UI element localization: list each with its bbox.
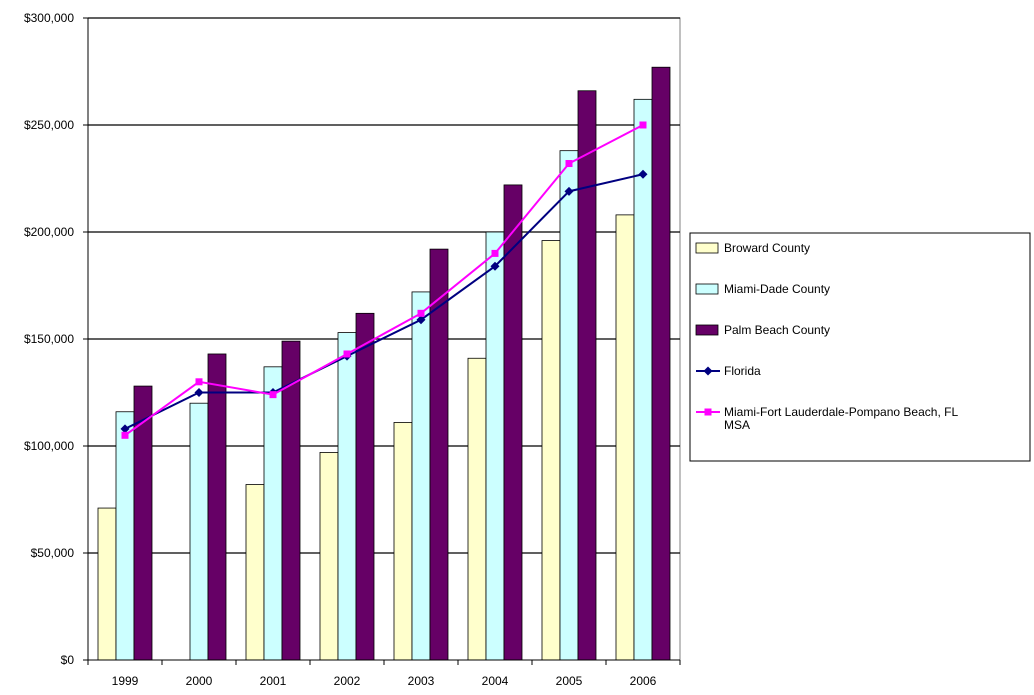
x-tick-label: 2005 xyxy=(556,674,583,688)
line-point xyxy=(565,160,573,168)
y-tick-label: $200,000 xyxy=(24,225,74,239)
bar xyxy=(559,150,579,661)
line-point xyxy=(639,121,647,129)
bar xyxy=(633,98,653,661)
bar xyxy=(115,411,135,661)
x-tick-label: 2000 xyxy=(186,674,213,688)
legend-marker xyxy=(704,408,712,416)
line-point xyxy=(269,391,277,399)
line-point xyxy=(491,249,499,257)
y-tick-label: $150,000 xyxy=(24,332,74,346)
line-point xyxy=(343,350,351,358)
x-tick-label: 2006 xyxy=(630,674,657,688)
bar xyxy=(263,366,283,661)
x-tick-label: 2003 xyxy=(408,674,435,688)
legend-label: Florida xyxy=(724,364,761,378)
bar xyxy=(411,291,431,661)
bars-layer xyxy=(97,66,671,661)
line-point xyxy=(638,169,648,179)
legend-label: Miami-Dade County xyxy=(724,282,830,296)
line-point xyxy=(564,186,574,196)
line-point xyxy=(120,424,130,434)
x-tick-label: 2004 xyxy=(482,674,509,688)
bar xyxy=(393,422,413,661)
y-tick-label: $300,000 xyxy=(24,11,74,25)
y-tick-label: $0 xyxy=(61,653,75,667)
bar xyxy=(97,507,117,661)
bar xyxy=(319,452,339,661)
bar xyxy=(207,353,227,661)
bar xyxy=(337,332,357,661)
y-tick-label: $100,000 xyxy=(24,439,74,453)
x-tick-label: 1999 xyxy=(112,674,139,688)
line-point xyxy=(490,261,500,271)
axis-layer: $0 $50,000 $100,000 $150,000 $200,000 $250,00… xyxy=(24,11,681,688)
x-tick-label: 2001 xyxy=(260,674,287,688)
bar xyxy=(651,66,671,661)
line-point xyxy=(194,388,204,397)
bar xyxy=(245,484,265,661)
bar xyxy=(467,357,487,661)
legend-marker xyxy=(703,366,713,376)
bar xyxy=(541,240,561,661)
x-tick-label: 2002 xyxy=(334,674,361,688)
legend-swatch xyxy=(695,242,719,254)
bar xyxy=(615,214,635,661)
series-line xyxy=(124,173,644,430)
y-tick-label: $50,000 xyxy=(31,546,75,560)
lines-layer xyxy=(120,121,648,439)
line-point xyxy=(121,431,129,439)
legend-label: Palm Beach County xyxy=(724,323,830,337)
bar xyxy=(189,402,209,661)
bar xyxy=(577,90,597,661)
legend-swatch xyxy=(695,283,719,295)
series-line xyxy=(124,124,644,437)
legend-box xyxy=(689,232,1031,462)
legend-label: Broward County xyxy=(724,241,810,255)
line-point xyxy=(416,315,426,325)
legend-label: Miami-Fort Lauderdale-Pompano Beach, FL M… xyxy=(724,405,958,432)
legend: Broward County Miami-Dade County Palm Beac… xyxy=(689,232,1031,462)
bar xyxy=(355,312,375,661)
line-point xyxy=(417,309,425,317)
bar xyxy=(503,184,523,661)
legend-swatch xyxy=(695,324,719,336)
line-point xyxy=(195,378,203,386)
bar xyxy=(485,231,505,661)
y-tick-label: $250,000 xyxy=(24,118,74,132)
